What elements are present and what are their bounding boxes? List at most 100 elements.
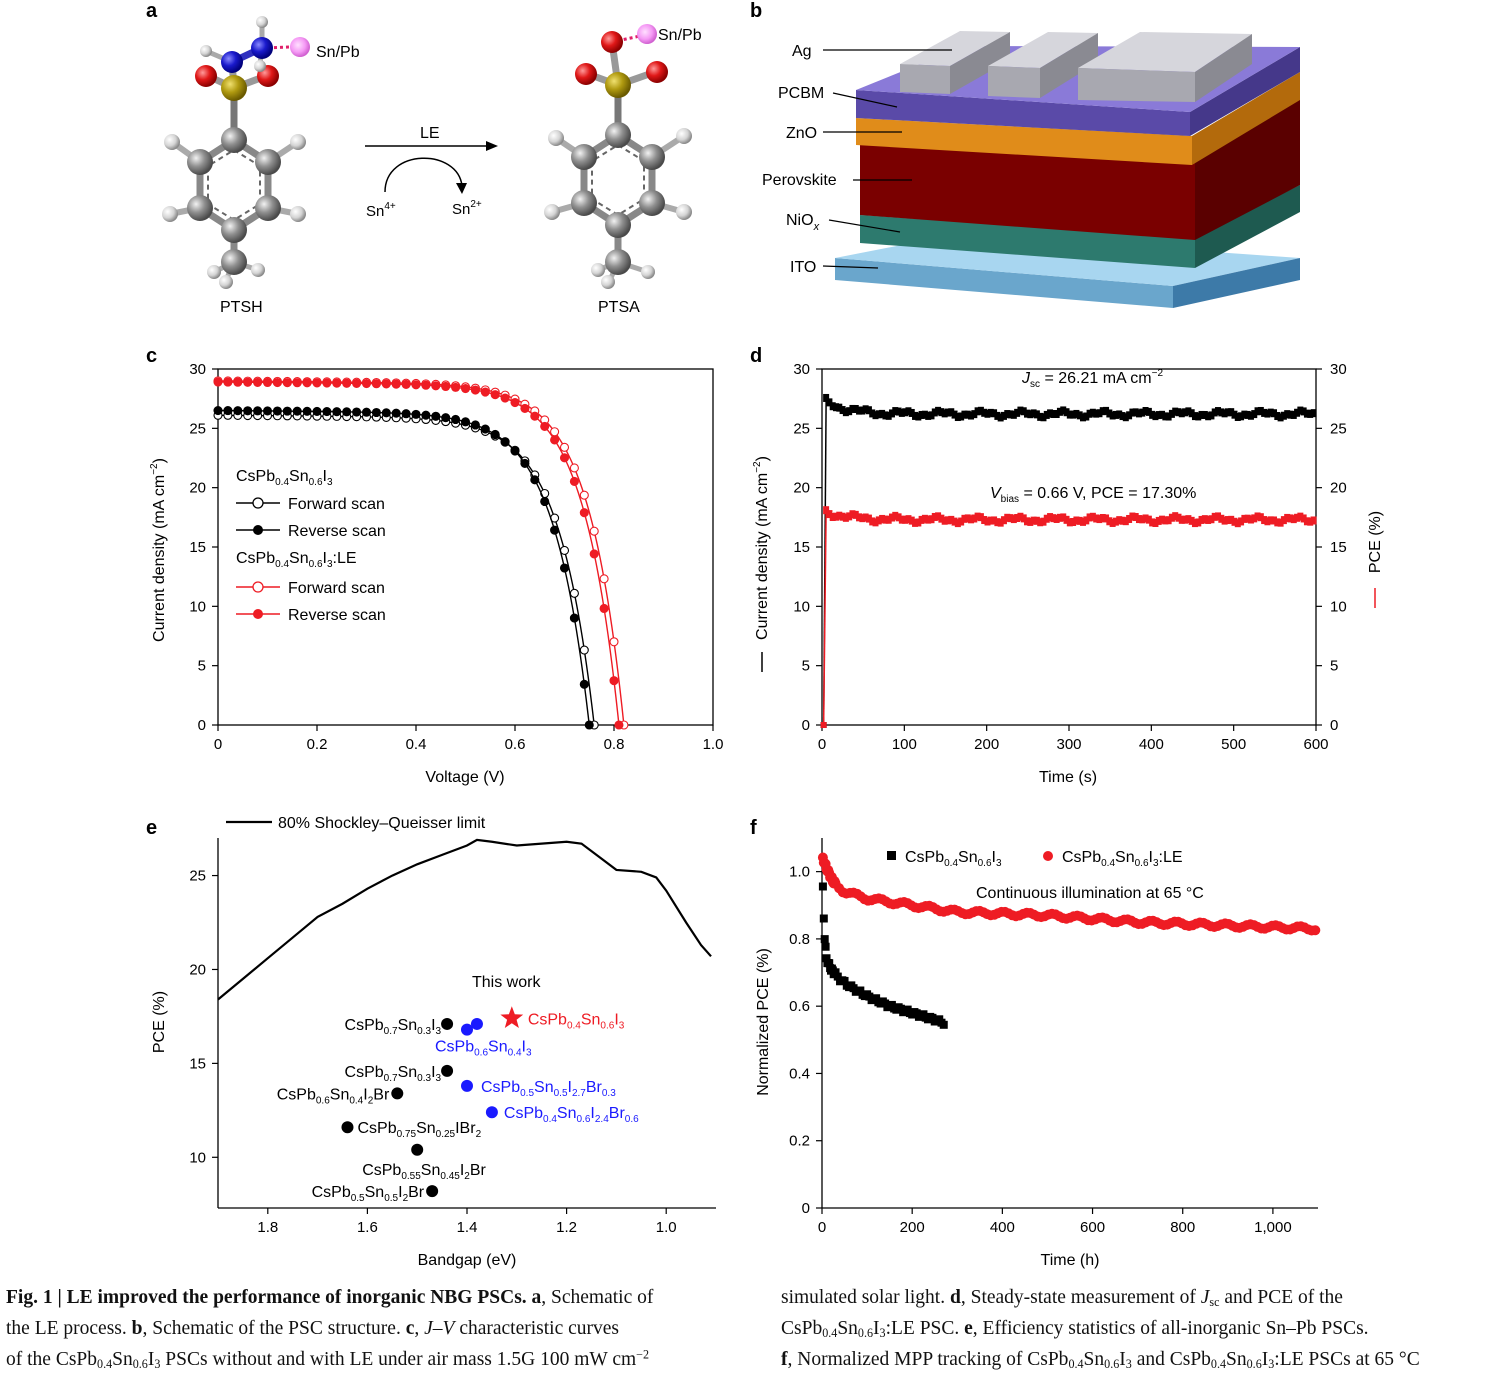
d-data-point-1 xyxy=(1142,514,1149,523)
d-data-point-1 xyxy=(1218,514,1225,523)
c-series-line-3 xyxy=(217,381,620,726)
f-data-point-0 xyxy=(825,959,834,968)
caption-f: Normalized MPP tracking of xyxy=(797,1349,1023,1370)
c-legend-group-2: CsPb0.4Sn0.6I3:LE xyxy=(236,550,357,570)
e-point-label-9: CsPb0.55Sn0.45I2Br xyxy=(362,1162,486,1182)
d-data-point-1 xyxy=(879,514,886,523)
c-data-point-1 xyxy=(579,679,589,689)
d-xlabel: Time (s) xyxy=(1039,769,1097,786)
d-data-point-1 xyxy=(974,512,981,521)
d-data-point-1 xyxy=(846,512,853,521)
ito-layer xyxy=(835,258,1173,308)
d-data-point-0 xyxy=(1066,410,1073,419)
d-data-point-1 xyxy=(1024,517,1031,526)
d-data-point-1 xyxy=(1010,515,1017,524)
d-data-point-1 xyxy=(905,515,912,524)
reagent-label-right: Sn/Pb xyxy=(658,27,702,44)
y-tick-label-right: 20 xyxy=(1330,480,1347,497)
d-data-point-1 xyxy=(1004,513,1011,522)
c-data-point-2 xyxy=(569,463,579,473)
d-data-point-1 xyxy=(912,518,919,527)
d-data-point-0 xyxy=(875,410,882,419)
y-tick-label-right: 0 xyxy=(1330,717,1338,734)
y-tick-label: 1.0 xyxy=(789,864,810,881)
f-data-point-0 xyxy=(840,976,849,985)
d-data-point-0 xyxy=(912,411,919,420)
x-tick-label: 0.6 xyxy=(505,736,526,753)
d-data-point-0 xyxy=(885,411,892,420)
e-legend-sq: 80% Shockley–Queisser limit xyxy=(278,815,486,832)
e-this-work: This work xyxy=(472,974,541,991)
d-data-point-1 xyxy=(1201,515,1208,524)
d-data-point-1 xyxy=(931,512,938,521)
d-data-point-1 xyxy=(1188,516,1195,525)
f-xlabel: Time (h) xyxy=(1041,1252,1100,1269)
d-data-point-0 xyxy=(1043,410,1050,419)
caption-c: characteristic curves xyxy=(459,1318,620,1339)
d-data-point-0 xyxy=(961,410,968,419)
d-data-point-0 xyxy=(865,406,872,415)
x-tick-label: 600 xyxy=(1080,1219,1105,1236)
y-tick-label: 30 xyxy=(793,361,810,378)
f-legend-marker-0 xyxy=(887,851,896,860)
d-data-point-0 xyxy=(829,402,836,411)
x-tick-label: 800 xyxy=(1170,1219,1195,1236)
d-data-point-1 xyxy=(1089,512,1096,521)
d-data-point-0 xyxy=(823,393,830,402)
c-data-point-1 xyxy=(391,408,401,418)
d-data-point-0 xyxy=(948,408,955,417)
layer-label-nio: NiOx xyxy=(786,212,820,233)
d-data-point-1 xyxy=(820,722,827,728)
panel-label-f: f xyxy=(750,817,757,839)
d-data-point-1 xyxy=(1106,517,1113,526)
d-data-point-0 xyxy=(1027,410,1034,419)
c-data-point-3 xyxy=(510,397,520,408)
c-data-point-3 xyxy=(401,379,411,389)
y-tick-label: 15 xyxy=(189,539,206,556)
d-data-point-0 xyxy=(918,410,925,419)
d-data-point-0 xyxy=(1182,408,1189,417)
x-tick-label: 400 xyxy=(1139,736,1164,753)
d-data-point-0 xyxy=(944,408,951,417)
c-data-point-1 xyxy=(223,406,233,416)
d-data-point-0 xyxy=(1172,407,1179,416)
y-tick-label: 10 xyxy=(189,598,206,615)
y-tick-label: 0.8 xyxy=(789,931,810,948)
d-data-point-0 xyxy=(1188,409,1195,418)
d-data-point-0 xyxy=(1231,410,1238,419)
d-data-point-0 xyxy=(869,409,876,418)
d-data-point-1 xyxy=(1195,518,1202,527)
d-data-point-0 xyxy=(1155,411,1162,420)
d-data-point-0 xyxy=(915,412,922,421)
c-data-point-1 xyxy=(530,475,540,485)
e-point-label-7: CsPb0.4Sn0.6I2.4Br0.6 xyxy=(504,1105,639,1125)
d-data-point-1 xyxy=(921,514,928,523)
d-data-point-0 xyxy=(1119,412,1126,421)
d-data-point-1 xyxy=(915,518,922,527)
e-series: CsPb0.4Sn0.6I3CsPb0.7Sn0.3I3CsPb0.6Sn0.4… xyxy=(217,838,712,1204)
d-data-point-1 xyxy=(1185,515,1192,524)
y-tick-label: 5 xyxy=(802,658,810,675)
d-data-point-0 xyxy=(1215,407,1222,416)
d-data-point-0 xyxy=(991,409,998,418)
panel-label-d: d xyxy=(750,345,762,367)
d-data-point-0 xyxy=(1241,410,1248,419)
c-data-point-3 xyxy=(381,379,391,389)
d-data-point-1 xyxy=(1261,516,1268,525)
c-data-point-3 xyxy=(441,381,451,392)
x-tick-label: 0.2 xyxy=(307,736,328,753)
caption-a: Schematic of xyxy=(551,1287,654,1308)
d-data-point-1 xyxy=(895,513,902,522)
d-data-point-0 xyxy=(1126,411,1133,420)
d-data-point-0 xyxy=(994,411,1001,420)
d-data-point-1 xyxy=(1063,515,1070,524)
c-data-point-3 xyxy=(302,378,312,388)
d-data-point-1 xyxy=(1234,519,1241,528)
d-data-point-0 xyxy=(1063,408,1070,417)
d-data-point-1 xyxy=(944,516,951,525)
c-data-point-3 xyxy=(579,508,589,518)
c-data-point-3 xyxy=(282,378,292,388)
d-data-point-1 xyxy=(1238,517,1245,526)
d-data-point-0 xyxy=(928,411,935,420)
c-legend-forward-1: Forward scan xyxy=(288,496,385,513)
